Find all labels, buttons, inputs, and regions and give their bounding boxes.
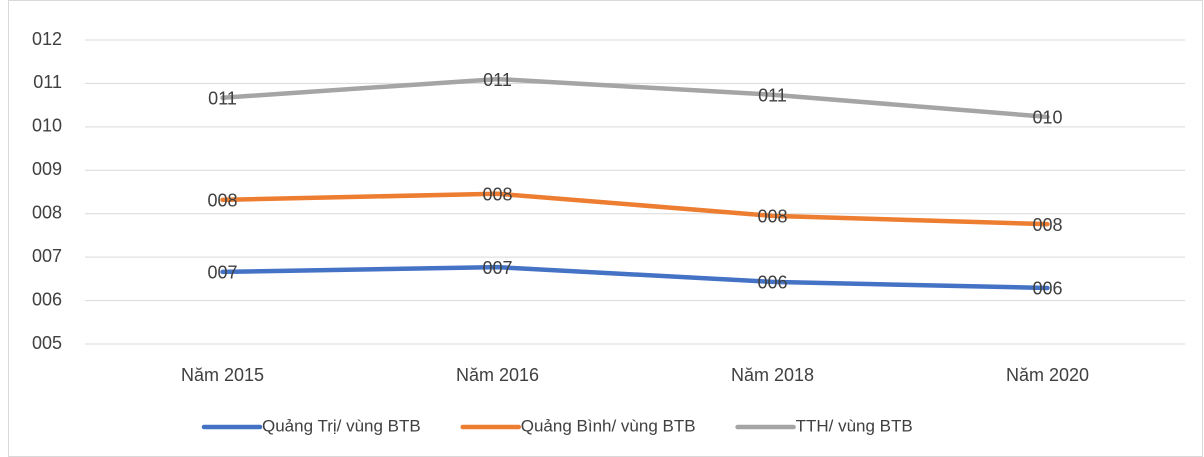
- data-label: 006: [757, 273, 787, 293]
- y-tick-label: 009: [32, 159, 62, 179]
- data-label: 007: [482, 258, 512, 278]
- x-tick-label: Năm 2018: [731, 365, 814, 385]
- data-label: 008: [207, 191, 237, 211]
- chart-frame: [8, 0, 1203, 457]
- y-tick-label: 011: [33, 72, 62, 92]
- x-tick-label: Năm 2016: [456, 365, 539, 385]
- data-label: 011: [758, 85, 787, 105]
- y-tick-label: 006: [32, 289, 62, 309]
- data-label: 008: [482, 184, 512, 204]
- x-tick-label: Năm 2015: [181, 365, 264, 385]
- data-label: 006: [1032, 279, 1062, 299]
- y-tick-label: 005: [32, 333, 62, 353]
- data-label: 011: [483, 70, 512, 90]
- y-tick-label: 008: [32, 202, 62, 222]
- data-label: 010: [1032, 108, 1062, 128]
- x-tick-label: Năm 2020: [1006, 365, 1089, 385]
- series-line: [220, 264, 1050, 291]
- data-label: 007: [207, 263, 237, 283]
- data-label: 008: [757, 207, 787, 227]
- legend-label: TTH/ vùng BTB: [796, 416, 913, 435]
- data-label: 011: [208, 89, 237, 109]
- legend-label: Quảng Trị/ vùng BTB: [262, 416, 421, 435]
- series-line: [220, 76, 1050, 120]
- legend-label: Quảng Bình/ vùng BTB: [521, 416, 696, 435]
- y-tick-label: 012: [32, 29, 62, 49]
- data-label: 008: [1032, 215, 1062, 235]
- y-tick-label: 010: [32, 116, 62, 136]
- y-tick-label: 007: [32, 246, 62, 266]
- series-line: [220, 191, 1050, 227]
